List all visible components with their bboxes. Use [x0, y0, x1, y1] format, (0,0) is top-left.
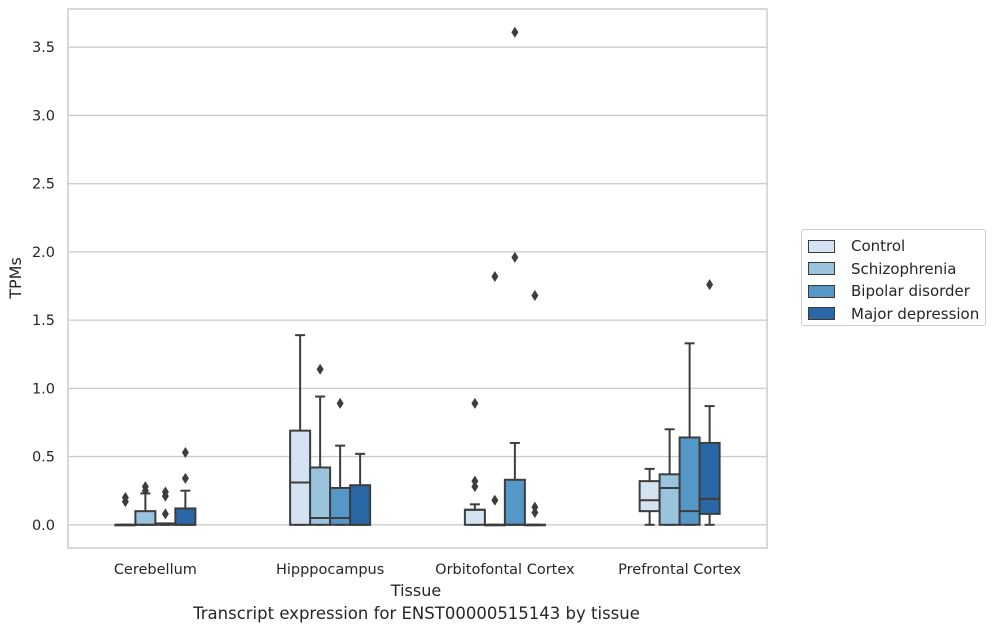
- legend-label: Bipolar disorder: [851, 282, 970, 301]
- x-tick-label: Cerebellum: [114, 562, 197, 578]
- x-tick-labels: Cerebellum Hipppocampus Orbitofontal Corte…: [114, 562, 742, 578]
- box: [329, 486, 352, 526]
- box-group: [503, 26, 526, 526]
- legend-swatch: [808, 239, 835, 253]
- box-group: [638, 467, 661, 526]
- box: [174, 507, 197, 526]
- gridlines: [68, 46, 767, 526]
- outlier-point: [706, 279, 714, 291]
- outlier-point: [471, 397, 479, 409]
- x-tick-label: Hipppocampus: [276, 562, 384, 578]
- legend-swatch: [808, 307, 835, 321]
- y-tick-label: 2.0: [32, 245, 55, 261]
- box: [463, 508, 486, 526]
- legend-label: Schizophrenia: [851, 259, 957, 278]
- outlier-point: [471, 475, 479, 487]
- y-tick-labels: 0.0 0.5 1.0 1.5 2.0 2.5 3.0 3.5: [32, 40, 55, 534]
- x-axis-label: Tissue: [390, 581, 441, 600]
- box: [698, 441, 721, 515]
- box: [134, 510, 157, 526]
- box-group: [174, 446, 197, 526]
- box: [638, 480, 661, 513]
- box-group: [658, 428, 681, 526]
- boxes: [114, 26, 721, 527]
- legend-item-major-depression: Major depression: [808, 303, 985, 326]
- box-group: [463, 397, 486, 526]
- box: [289, 429, 312, 526]
- y-tick-label: 1.5: [32, 313, 55, 329]
- y-tick-label: 3.0: [32, 108, 55, 124]
- box: [658, 473, 681, 526]
- plot-frame: [67, 8, 768, 549]
- y-tick-label: 0.5: [32, 450, 55, 466]
- outlier-point: [531, 290, 539, 302]
- legend-item-schizophrenia: Schizophrenia: [808, 258, 985, 281]
- box-group: [289, 334, 312, 526]
- box-group: [483, 270, 506, 527]
- box: [503, 478, 526, 526]
- outlier-point: [336, 397, 344, 409]
- outlier-point: [491, 494, 499, 506]
- box-group: [114, 492, 137, 527]
- outlier-point: [141, 481, 149, 493]
- outlier-point: [491, 270, 499, 282]
- y-tick-label: 3.5: [32, 40, 55, 56]
- outlier-point: [531, 501, 539, 513]
- y-axis-label: TPMs: [6, 257, 25, 300]
- legend-item-control: Control: [808, 235, 985, 258]
- y-tick-label: 1.0: [32, 381, 55, 397]
- outlier-point: [161, 508, 169, 520]
- box-group: [154, 486, 177, 526]
- outlier-point: [161, 486, 169, 498]
- x-tick-label: Prefrontal Cortex: [618, 562, 741, 578]
- x-tick-label: Orbitofontal Cortex: [435, 562, 575, 578]
- box-group: [349, 452, 372, 526]
- outlier-point: [511, 26, 519, 38]
- box-group: [698, 279, 721, 526]
- box-group: [309, 363, 332, 526]
- legend-item-bipolar-disorder: Bipolar disorder: [808, 280, 985, 303]
- box-group: [329, 397, 352, 526]
- outlier-point: [511, 251, 519, 263]
- figure-caption: Transcript expression for ENST0000051514…: [193, 604, 640, 623]
- box: [349, 484, 372, 526]
- outlier-point: [121, 492, 129, 504]
- legend-swatch: [808, 262, 835, 276]
- legend-label: Major depression: [851, 304, 980, 323]
- outlier-point: [181, 472, 189, 484]
- legend-label: Control: [851, 237, 906, 256]
- box-group: [523, 290, 546, 527]
- box-group: [134, 481, 157, 526]
- outlier-point: [316, 363, 324, 375]
- y-tick-label: 0.0: [32, 518, 55, 534]
- legend-swatch: [808, 284, 835, 298]
- legend: Control Schizophrenia Bipolar disorder M…: [801, 229, 986, 326]
- y-tick-label: 2.5: [32, 177, 55, 193]
- box: [309, 466, 332, 526]
- outlier-point: [181, 446, 189, 458]
- box-group: [678, 342, 701, 526]
